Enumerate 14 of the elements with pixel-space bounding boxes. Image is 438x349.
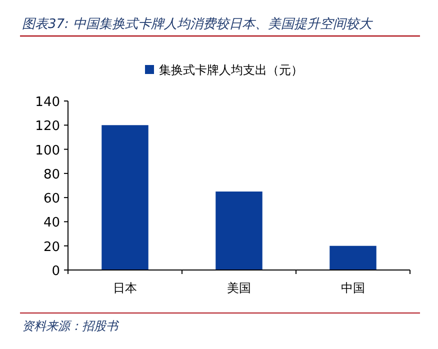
text: 资料来源：招股书 xyxy=(22,319,120,333)
x-tick-label: 中国 xyxy=(341,281,365,295)
y-tick-label: 60 xyxy=(43,192,60,207)
title: 图表37: 中国集换式卡牌人均消费较日本、美国提升空间较大 xyxy=(22,17,372,32)
y-tick-label: 80 xyxy=(43,167,60,182)
y-tick-label: 140 xyxy=(35,95,60,110)
y-tick-label: 40 xyxy=(43,216,60,231)
x-tick-label: 日本 xyxy=(113,281,137,295)
y-tick-label: 120 xyxy=(35,119,60,134)
y-tick-label: 100 xyxy=(35,143,60,158)
legend-label: 集换式卡牌人均支出（元） xyxy=(159,63,303,77)
y-tick-label: 20 xyxy=(43,240,60,255)
y-tick-label: 0 xyxy=(52,264,60,279)
x-tick-label: 美国 xyxy=(227,281,251,295)
